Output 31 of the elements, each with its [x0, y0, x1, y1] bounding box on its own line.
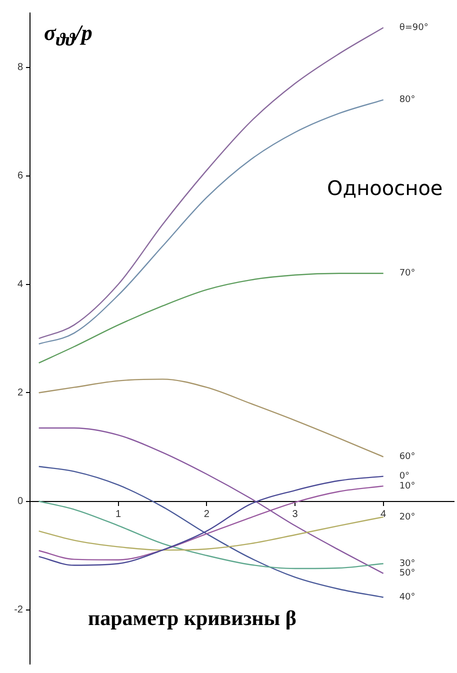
series-label: 70°: [399, 268, 416, 279]
x-axis-title: параметр кривизны β: [88, 606, 296, 631]
line-series: [38, 427, 384, 574]
annotation: Одноосное: [327, 176, 443, 200]
series-label: 0°: [399, 472, 410, 482]
y-tick-label: -2: [14, 604, 24, 616]
line-series: [38, 378, 384, 458]
series-label: θ=90°: [399, 22, 428, 33]
series-label: 40°: [399, 592, 416, 603]
series-label: 10°: [399, 481, 416, 492]
y-tick-label: 8: [17, 62, 24, 73]
series-label: 20°: [399, 512, 416, 522]
y-tick-label: 6: [17, 170, 24, 182]
y-axis-title: σ$_{ϑϑ}$/p: [44, 20, 92, 50]
y-tick-label: 2: [17, 388, 24, 398]
x-tick-label: 1: [116, 509, 122, 520]
line-series: [38, 500, 384, 570]
line-series: [38, 272, 384, 364]
y-tick-label: 0: [17, 496, 24, 507]
line-series: [38, 516, 384, 551]
line-series: [38, 466, 384, 598]
x-tick-label: 4: [380, 509, 387, 520]
line-series: [38, 485, 384, 560]
x-tick-label: 2: [204, 509, 210, 520]
series-label: 50°: [399, 568, 416, 579]
line-series: [38, 476, 384, 566]
series-label: 60°: [399, 452, 416, 462]
series-label: 80°: [399, 95, 416, 106]
series-label: 30°: [399, 558, 416, 569]
y-tick-label: 4: [17, 279, 24, 290]
x-tick-label: 3: [292, 509, 298, 520]
